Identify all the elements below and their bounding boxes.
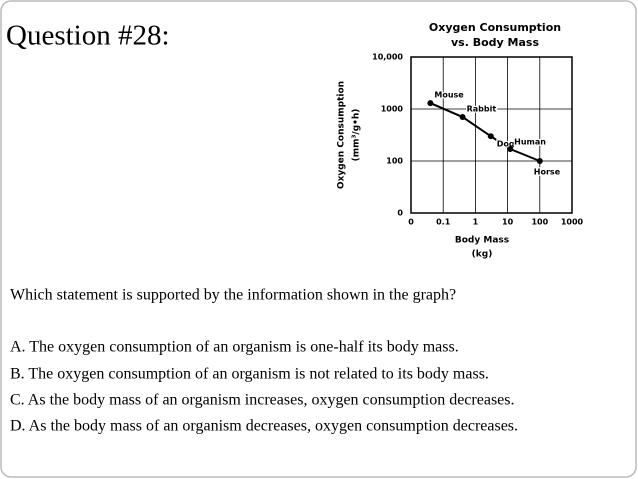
point-label: Horse <box>534 168 561 177</box>
option[interactable]: A. The oxygen consumption of an organism… <box>10 339 459 356</box>
y-tick-label: 100 <box>386 157 403 166</box>
data-point <box>507 146 514 153</box>
y-axis-label: Oxygen Consumption <box>337 81 347 189</box>
chart-subtitle: vs. Body Mass <box>451 36 539 49</box>
x-axis-label: (kg) <box>472 250 493 260</box>
question-stem: Which statement is supported by the info… <box>10 287 456 304</box>
option[interactable]: B. The oxygen consumption of an organism… <box>10 366 489 383</box>
point-label: Mouse <box>434 91 464 100</box>
data-point <box>536 158 543 164</box>
chart-title: Oxygen Consumption <box>429 21 561 34</box>
question-title: Question #28: <box>6 20 170 52</box>
data-point <box>459 114 466 121</box>
option[interactable]: D. As the body mass of an organism decre… <box>10 418 518 435</box>
y-tick-label: 1000 <box>381 105 404 114</box>
point-label: Rabbit <box>467 105 497 114</box>
y-tick-label: 10,000 <box>372 53 403 62</box>
y-tick-label: 0 <box>397 209 403 218</box>
x-tick-label: 100 <box>531 218 548 227</box>
x-tick-label: 10 <box>502 218 514 227</box>
y-axis-label: (mm³/g•h) <box>352 109 362 162</box>
point-label: Dog <box>497 140 515 149</box>
x-tick-label: 1 <box>473 218 479 227</box>
data-point <box>427 100 434 107</box>
x-tick-label: 0.1 <box>436 218 451 227</box>
option[interactable]: C. As the body mass of an organism incre… <box>10 392 515 409</box>
x-tick-label: 1000 <box>561 218 584 227</box>
data-point <box>487 133 494 140</box>
x-axis-label: Body Mass <box>455 236 509 246</box>
point-label: Human <box>514 138 546 147</box>
x-tick-label: 0 <box>408 218 414 227</box>
